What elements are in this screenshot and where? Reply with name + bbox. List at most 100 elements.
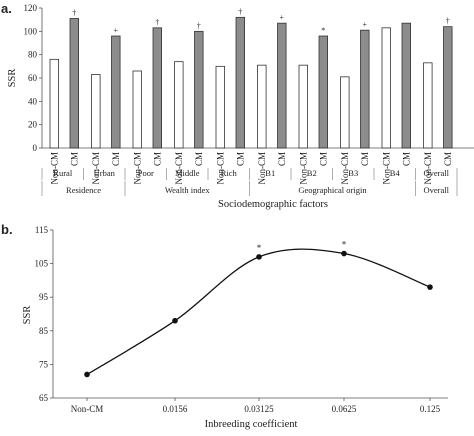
- panel-a-y-tick-label: 40: [28, 96, 38, 106]
- series-label: CM: [443, 152, 453, 166]
- data-point: [256, 254, 262, 260]
- bar-non-cm: [381, 27, 392, 149]
- panel-a: a. SSR 0 20 40 60 80 100 120 † + † † † + * + † Non-CM C…: [1, 1, 474, 210]
- category-label: Poor: [138, 168, 154, 178]
- category-label: Urban: [94, 168, 116, 178]
- series-label: CM: [152, 152, 162, 166]
- bar-cm: [152, 27, 163, 149]
- bar-cm: [277, 22, 287, 149]
- significance-marker: †: [155, 18, 159, 27]
- series-label: CM: [235, 152, 245, 166]
- panel-b-y-tick-label: 65: [39, 393, 49, 403]
- bar-non-cm: [340, 76, 350, 149]
- group-label: Overall: [424, 185, 450, 195]
- panel-b-series-line: [86, 248, 431, 376]
- category-label: Overall: [424, 168, 450, 178]
- panel-a-letter: a.: [1, 1, 12, 16]
- group-label: Geographical origin: [298, 185, 367, 195]
- bar-cm: [194, 30, 204, 149]
- significance-marker: †: [446, 17, 450, 26]
- bar-non-cm: [298, 64, 309, 149]
- panel-a-y-tick-label: 100: [24, 26, 38, 36]
- panel-a-bars: [49, 16, 453, 149]
- bar-non-cm: [215, 65, 226, 149]
- bar-cm: [360, 29, 370, 149]
- panel-a-group-labels: Residence Wealth index Geographical origin…: [41, 168, 458, 196]
- panel-a-category-labels: Rural Urban Poor Middle Rich B1 B2 B3 B4 Overall: [41, 168, 450, 180]
- panel-b-x-axis-title: Inbreeding coefficient: [205, 419, 298, 430]
- panel-a-y-tick-label: 120: [24, 3, 38, 13]
- panel-a-y-tick-label: 60: [28, 73, 38, 83]
- panel-b-x-tick-label: 0.125: [420, 404, 441, 414]
- panel-b-x-tick-label: 0.0625: [332, 404, 357, 414]
- series-label: Non-CM: [298, 152, 308, 185]
- series-label: CM: [194, 152, 204, 166]
- significance-marker: †: [72, 9, 76, 18]
- panel-b-y-tick-label: 105: [35, 259, 49, 269]
- series-label: Non-CM: [132, 152, 142, 185]
- panel-b-x-tick-label: 0.0156: [163, 404, 188, 414]
- series-label: Non-CM: [423, 152, 433, 185]
- group-label: Residence: [66, 185, 101, 195]
- bar-cm: [69, 18, 80, 149]
- series-label: Non-CM: [49, 152, 59, 185]
- series-label: Non-CM: [215, 152, 225, 185]
- category-label: Middle: [175, 168, 200, 178]
- series-label: CM: [111, 152, 121, 166]
- panel-b-y-tick-label: 75: [39, 359, 49, 369]
- significance-marker: †: [238, 7, 242, 16]
- category-label: B2: [307, 168, 317, 178]
- panel-a-y-tick-label: 0: [33, 143, 38, 153]
- significance-marker: *: [257, 243, 262, 253]
- panel-b-y-ticks: 65 75 85 95 105 115: [35, 225, 53, 403]
- bar-non-cm: [257, 64, 267, 149]
- bar-cm: [235, 16, 246, 149]
- significance-marker: +: [114, 26, 119, 35]
- panel-b-x-ticks: Non-CM 0.0156 0.03125 0.0625 0.125: [71, 398, 441, 414]
- panel-b-y-tick-label: 95: [39, 292, 49, 302]
- series-label: CM: [401, 152, 411, 166]
- panel-b-letter: b.: [1, 222, 13, 237]
- category-label: Rich: [221, 168, 238, 178]
- panel-b-x-tick-label: 0.03125: [244, 404, 274, 414]
- bar-cm: [318, 35, 329, 149]
- series-label: CM: [69, 152, 79, 166]
- panel-b-x-tick-label: Non-CM: [71, 404, 104, 414]
- series-label: Non-CM: [257, 152, 267, 185]
- series-label: CM: [360, 152, 370, 166]
- panel-a-y-axis-title: SSR: [7, 69, 18, 88]
- significance-marker: +: [363, 20, 368, 29]
- panel-a-y-ticks: 0 20 40 60 80 100 120: [24, 3, 42, 153]
- bar-cm: [443, 26, 453, 149]
- panel-a-x-axis-title: Sociodemographic factors: [218, 199, 328, 210]
- series-label: Non-CM: [91, 152, 101, 185]
- panel-a-y-tick-label: 80: [28, 50, 38, 60]
- category-label: Rural: [53, 168, 73, 178]
- data-point: [172, 317, 178, 324]
- data-point: [427, 284, 433, 290]
- significance-marker: *: [321, 26, 325, 35]
- bar-non-cm: [174, 61, 184, 149]
- panel-b-y-axis-title: SSR: [22, 306, 33, 325]
- bar-non-cm: [132, 70, 143, 149]
- panel-b-y-tick-label: 115: [35, 225, 49, 235]
- category-label: B1: [265, 168, 275, 178]
- bar-non-cm: [91, 74, 101, 149]
- bar-non-cm: [49, 58, 60, 149]
- series-label: CM: [318, 152, 328, 166]
- significance-marker: +: [280, 13, 285, 22]
- data-point: [341, 250, 347, 257]
- series-label: CM: [277, 152, 287, 166]
- group-label: Wealth index: [165, 185, 211, 195]
- significance-marker: *: [342, 240, 347, 250]
- panel-a-series-labels: Non-CM CM Non-CM CM Non-CM CM Non-CM CM Non-CM CM…: [49, 152, 453, 185]
- panel-a-significance-markers: † + † † † + * + †: [72, 7, 450, 35]
- series-label: Non-CM: [381, 152, 391, 185]
- series-label: Non-CM: [340, 152, 350, 185]
- significance-marker: †: [197, 21, 201, 30]
- bar-non-cm: [423, 62, 433, 149]
- category-label: B4: [390, 168, 401, 178]
- series-label: Non-CM: [174, 152, 184, 185]
